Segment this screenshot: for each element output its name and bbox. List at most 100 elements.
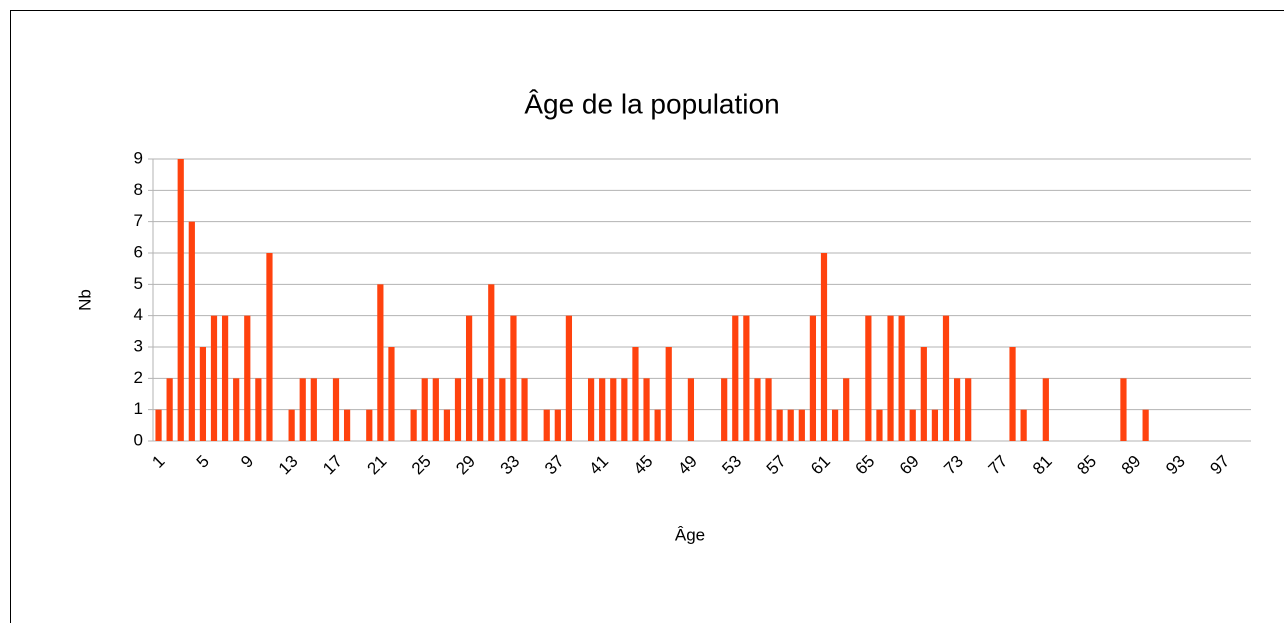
bar (255, 378, 262, 441)
bar (942, 315, 950, 441)
x-tick-label: 29 (452, 452, 479, 479)
bar (1142, 409, 1149, 441)
bar (831, 409, 839, 441)
x-tick-label: 13 (275, 452, 302, 479)
bar (765, 378, 772, 441)
x-tick-label: 37 (541, 452, 568, 479)
chart-border (10, 10, 1284, 623)
x-tick-label: 57 (763, 452, 790, 479)
x-tick-label: 73 (940, 452, 967, 479)
bar (244, 315, 251, 441)
bar (210, 315, 218, 441)
bar (565, 315, 573, 441)
bar (743, 315, 750, 441)
bar (310, 378, 317, 441)
x-tick-label: 89 (1118, 452, 1145, 479)
x-tick-label: 49 (674, 452, 701, 479)
bar (621, 378, 628, 441)
bar (166, 378, 173, 441)
bar (1009, 347, 1016, 441)
bar (1042, 378, 1049, 441)
x-tick-label: 25 (408, 452, 435, 479)
bar (366, 409, 373, 441)
x-tick-label: 61 (807, 452, 834, 479)
bar (155, 409, 162, 441)
x-axis-label: Âge (675, 525, 705, 544)
bar (587, 378, 595, 441)
bar (454, 378, 462, 441)
bar (732, 315, 739, 441)
x-tick-label: 17 (319, 452, 346, 479)
y-tick-label: 7 (134, 211, 143, 230)
y-tick-label: 9 (134, 148, 143, 167)
bar (876, 409, 883, 441)
bar (809, 315, 817, 441)
bar (377, 284, 384, 441)
bar (465, 315, 473, 441)
y-tick-label: 5 (134, 274, 143, 293)
bar (177, 159, 184, 441)
x-tick-label: 1 (148, 452, 168, 472)
bar (543, 409, 550, 441)
bar (410, 409, 417, 441)
bar (654, 409, 661, 441)
bar (665, 347, 672, 441)
bar (610, 378, 617, 441)
y-tick-label: 2 (134, 368, 143, 387)
x-tick-label: 33 (497, 452, 524, 479)
bar (233, 378, 240, 441)
y-tick-label: 1 (134, 399, 143, 418)
x-tick-label: 9 (237, 452, 257, 472)
x-tick-label: 97 (1206, 452, 1233, 479)
y-tick-label: 4 (134, 305, 143, 324)
bar (887, 315, 894, 441)
x-tick-label: 45 (630, 452, 657, 479)
x-tick-label: 5 (193, 452, 213, 472)
bar (221, 315, 229, 441)
bar (499, 378, 506, 441)
y-tick-label: 6 (134, 242, 143, 261)
x-tick-label: 77 (985, 452, 1012, 479)
bar (443, 409, 451, 441)
x-tick-label: 69 (896, 452, 923, 479)
bar (920, 347, 927, 441)
bar (554, 409, 561, 441)
x-tick-label: 65 (852, 452, 879, 479)
bar (388, 347, 395, 441)
bar (643, 378, 650, 441)
bar (421, 378, 428, 441)
bar (787, 409, 794, 441)
bar (343, 409, 351, 441)
bar (477, 378, 484, 441)
bar (953, 378, 961, 441)
bar (843, 378, 850, 441)
x-tick-label: 81 (1029, 452, 1056, 479)
bar (754, 378, 761, 441)
bar (1020, 409, 1027, 441)
bar (599, 378, 606, 441)
y-tick-label: 0 (134, 430, 143, 449)
bar (510, 315, 517, 441)
bar (865, 315, 872, 441)
bar (266, 253, 273, 441)
bar (521, 378, 528, 441)
bar (299, 378, 306, 441)
bar (488, 284, 495, 441)
bar (721, 378, 728, 441)
bar (632, 347, 639, 441)
bar (288, 409, 295, 441)
bar (965, 378, 972, 441)
bar (687, 378, 695, 441)
bar (199, 347, 207, 441)
bar (332, 378, 340, 441)
x-tick-label: 21 (364, 452, 391, 479)
x-tick-label: 93 (1162, 452, 1189, 479)
bar (1120, 378, 1127, 441)
bar (798, 409, 805, 441)
x-tick-label: 53 (718, 452, 745, 479)
x-tick-label: 85 (1073, 452, 1100, 479)
y-axis-label: Nb (75, 289, 94, 311)
y-tick-label: 3 (134, 336, 143, 355)
x-tick-label: 41 (585, 452, 612, 479)
